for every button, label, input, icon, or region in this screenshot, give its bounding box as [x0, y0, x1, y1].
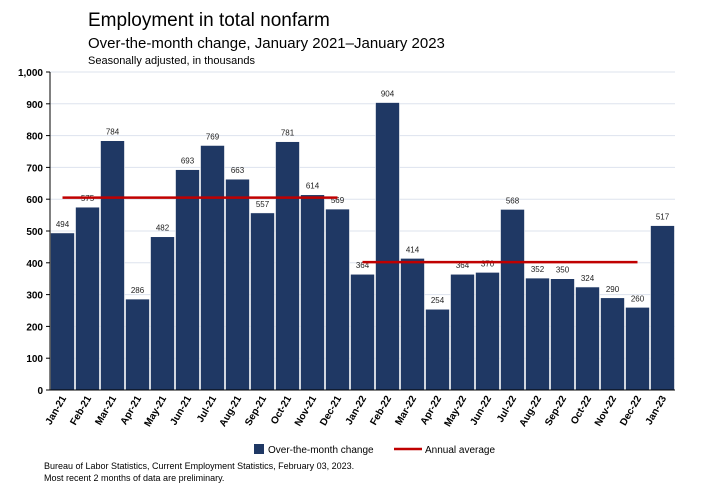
footnote-preliminary: Most recent 2 months of data are prelimi… [44, 473, 225, 483]
data-label: 693 [181, 157, 195, 166]
y-tick-label: 100 [26, 354, 43, 365]
x-tick-label: Aug-21 [218, 394, 245, 429]
bar-Aug-21 [225, 178, 250, 391]
x-tick-label: Dec-21 [318, 394, 344, 428]
data-label: 784 [106, 128, 120, 137]
data-label: 350 [556, 266, 570, 275]
x-tick-label: May-22 [443, 394, 470, 429]
y-tick-label: 0 [37, 386, 43, 397]
bar-Nov-21 [300, 194, 325, 391]
x-tick-label: Jan-21 [44, 394, 70, 427]
x-tick-label: Feb-22 [368, 394, 394, 428]
x-tick-label: May-21 [143, 394, 170, 429]
x-tick-label: Jun-21 [168, 394, 194, 428]
bar-Dec-21 [325, 208, 350, 391]
bar-Oct-22 [575, 286, 600, 391]
bar-Feb-21 [75, 206, 100, 391]
y-tick-label: 400 [26, 259, 43, 270]
x-tick-label: Sep-22 [543, 394, 569, 428]
x-tick-label: Mar-21 [93, 394, 119, 428]
bar-Aug-22 [525, 277, 550, 391]
bar-Jul-22 [500, 209, 525, 391]
legend-swatch-bars [254, 444, 264, 454]
data-label: 364 [456, 261, 470, 270]
chart-subtitle: Over-the-month change, January 2021–Janu… [88, 35, 445, 52]
x-tick-label: Jul-21 [195, 394, 219, 425]
y-tick-label: 500 [26, 227, 43, 238]
bar-Dec-22 [625, 307, 650, 391]
x-tick-label: Oct-22 [569, 394, 594, 427]
data-label: 568 [506, 196, 520, 205]
y-axis-label: Seasonally adjusted, in thousands [88, 55, 255, 67]
x-tick-label: Sep-21 [243, 394, 269, 428]
data-label: 286 [131, 286, 145, 295]
bar-Jul-21 [200, 145, 225, 391]
data-label: 781 [281, 129, 295, 138]
bar-Apr-21 [125, 298, 150, 391]
y-tick-label: 200 [26, 322, 43, 333]
data-label: 414 [406, 245, 420, 254]
data-label: 494 [56, 220, 70, 229]
x-tick-label: Jan-22 [344, 394, 370, 427]
chart-title: Employment in total nonfarm [88, 10, 330, 31]
x-tick-label: Jun-22 [468, 394, 494, 428]
bar-May-22 [450, 273, 475, 391]
bar-Mar-21 [100, 140, 125, 391]
data-label: 769 [206, 132, 220, 141]
x-tick-label: Apr-21 [119, 394, 145, 427]
x-tick-label: Aug-22 [518, 394, 545, 429]
y-tick-label: 600 [26, 195, 43, 206]
data-label: 352 [531, 265, 545, 274]
x-tick-label: Jan-23 [644, 394, 670, 427]
data-label: 482 [156, 224, 170, 233]
data-label: 260 [631, 294, 645, 303]
bar-Nov-22 [600, 297, 625, 391]
data-label: 324 [581, 274, 595, 283]
data-label: 904 [381, 90, 395, 99]
bar-Feb-22 [375, 102, 400, 391]
bar-Jan-22 [350, 273, 375, 391]
y-tick-label: 300 [26, 291, 43, 302]
bar-Jan-21 [50, 232, 75, 391]
y-tick-label: 700 [26, 163, 43, 174]
x-tick-label: Nov-21 [293, 394, 319, 429]
data-label: 557 [256, 200, 270, 209]
bar-Oct-21 [275, 141, 300, 391]
data-label: 614 [306, 182, 320, 191]
y-tick-label: 800 [26, 132, 43, 143]
legend-label-bars: Over-the-month change [268, 445, 374, 456]
y-tick-label: 1,000 [18, 68, 43, 79]
x-tick-label: Apr-22 [419, 394, 445, 427]
legend-label-line: Annual average [425, 445, 495, 456]
x-tick-label: Jul-22 [495, 394, 519, 425]
data-label: 290 [606, 285, 620, 294]
x-tick-label: Feb-21 [68, 394, 94, 428]
y-tick-label: 900 [26, 100, 43, 111]
data-label: 663 [231, 166, 245, 175]
x-tick-label: Mar-22 [393, 394, 419, 428]
bar-Sep-21 [250, 212, 275, 391]
bar-Mar-22 [400, 258, 425, 391]
bar-Jun-21 [175, 169, 200, 391]
data-label: 364 [356, 261, 370, 270]
data-label: 517 [656, 213, 670, 222]
bar-Jun-22 [475, 272, 500, 391]
bar-May-21 [150, 236, 175, 391]
x-tick-label: Oct-21 [269, 394, 294, 427]
bar-Apr-22 [425, 308, 450, 391]
bar-Jan-23 [650, 225, 675, 391]
x-tick-label: Dec-22 [618, 394, 644, 428]
x-tick-label: Nov-22 [593, 394, 619, 429]
data-label: 370 [481, 259, 495, 268]
data-label: 254 [431, 296, 445, 305]
data-label: 569 [331, 196, 345, 205]
bar-Sep-22 [550, 278, 575, 391]
footnote-source: Bureau of Labor Statistics, Current Empl… [44, 461, 355, 471]
